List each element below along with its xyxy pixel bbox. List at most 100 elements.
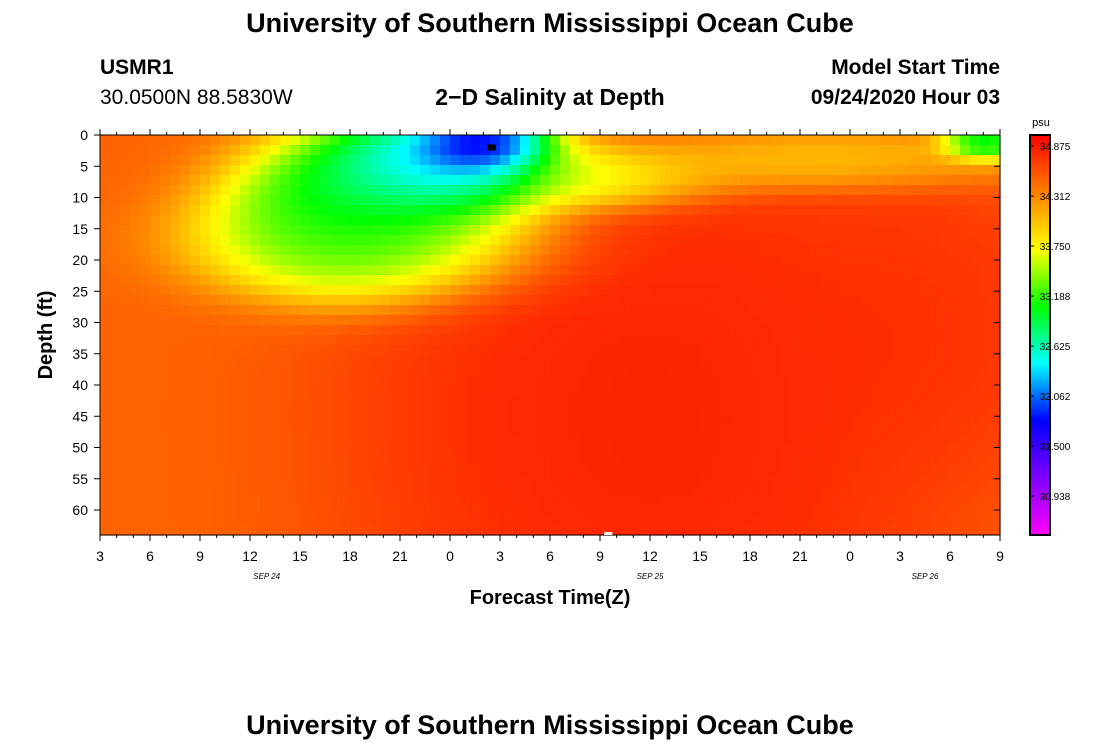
- heatmap-cell: [940, 295, 951, 306]
- heatmap-cell: [280, 505, 291, 516]
- heatmap-cell: [340, 385, 351, 396]
- heatmap-cell: [940, 155, 951, 166]
- heatmap-cell: [330, 415, 341, 426]
- heatmap-cell: [260, 325, 271, 336]
- heatmap-cell: [320, 385, 331, 396]
- heatmap-cell: [320, 345, 331, 356]
- heatmap-cell: [660, 475, 671, 486]
- heatmap-cell: [230, 455, 241, 466]
- heatmap-cell: [800, 385, 811, 396]
- heatmap-cell: [380, 505, 391, 516]
- heatmap-cell: [370, 495, 381, 506]
- heatmap-cell: [830, 225, 841, 236]
- heatmap-cell: [340, 505, 351, 516]
- heatmap-cell: [760, 135, 771, 146]
- heatmap-cell: [340, 195, 351, 206]
- heatmap-cell: [840, 165, 851, 176]
- heatmap-cell: [900, 135, 911, 146]
- heatmap-cell: [970, 335, 981, 346]
- heatmap-cell: [870, 455, 881, 466]
- heatmap-cell: [570, 175, 581, 186]
- heatmap-cell: [110, 285, 121, 296]
- heatmap-cell: [670, 465, 681, 476]
- heatmap-cell: [700, 155, 711, 166]
- heatmap-cell: [700, 505, 711, 516]
- heatmap-cell: [650, 505, 661, 516]
- heatmap-cell: [170, 175, 181, 186]
- heatmap-cell: [130, 455, 141, 466]
- heatmap-cell: [360, 435, 371, 446]
- heatmap-cell: [280, 495, 291, 506]
- heatmap-cell: [220, 505, 231, 516]
- heatmap-cell: [110, 215, 121, 226]
- heatmap-cell: [670, 385, 681, 396]
- heatmap-cell: [420, 485, 431, 496]
- heatmap-cell: [220, 265, 231, 276]
- heatmap-cell: [900, 335, 911, 346]
- heatmap-cell: [880, 285, 891, 296]
- heatmap-cell: [350, 385, 361, 396]
- heatmap-cell: [130, 355, 141, 366]
- heatmap-cell: [250, 285, 261, 296]
- heatmap-cell: [990, 285, 1001, 296]
- heatmap-cell: [190, 135, 201, 146]
- heatmap-cell: [770, 385, 781, 396]
- heatmap-cell: [260, 515, 271, 526]
- heatmap-cell: [710, 145, 721, 156]
- heatmap-cell: [970, 415, 981, 426]
- heatmap-cell: [320, 225, 331, 236]
- heatmap-cell: [890, 485, 901, 496]
- heatmap-cell: [820, 495, 831, 506]
- heatmap-cell: [200, 205, 211, 216]
- heatmap-cell: [950, 275, 961, 286]
- heatmap-cell: [630, 345, 641, 356]
- heatmap-cell: [840, 315, 851, 326]
- heatmap-cell: [450, 445, 461, 456]
- heatmap-cell: [340, 425, 351, 436]
- heatmap-cell: [450, 365, 461, 376]
- heatmap-cell: [700, 395, 711, 406]
- heatmap-cell: [680, 515, 691, 526]
- heatmap-cell: [880, 135, 891, 146]
- heatmap-cell: [340, 475, 351, 486]
- heatmap-cell: [610, 385, 621, 396]
- heatmap-cell: [720, 435, 731, 446]
- heatmap-cell: [390, 465, 401, 476]
- heatmap-cell: [170, 255, 181, 266]
- heatmap-cell: [610, 435, 621, 446]
- heatmap-cell: [970, 405, 981, 416]
- heatmap-cell: [240, 325, 251, 336]
- heatmap-cell: [230, 135, 241, 146]
- heatmap-cell: [870, 165, 881, 176]
- heatmap-cell: [140, 165, 151, 176]
- heatmap-cell: [820, 215, 831, 226]
- heatmap-cell: [130, 295, 141, 306]
- heatmap-cell: [620, 385, 631, 396]
- heatmap-cell: [420, 525, 431, 536]
- heatmap-cell: [640, 395, 651, 406]
- heatmap-cell: [840, 395, 851, 406]
- heatmap-cell: [550, 515, 561, 526]
- heatmap-cell: [540, 495, 551, 506]
- heatmap-cell: [420, 385, 431, 396]
- heatmap-cell: [640, 255, 651, 266]
- heatmap-cell: [440, 175, 451, 186]
- heatmap-cell: [140, 325, 151, 336]
- heatmap-cell: [570, 155, 581, 166]
- heatmap-cell: [570, 485, 581, 496]
- heatmap-cell: [820, 345, 831, 356]
- heatmap-cell: [430, 285, 441, 296]
- heatmap-cell: [110, 295, 121, 306]
- heatmap-cell: [410, 135, 421, 146]
- heatmap-cell: [810, 395, 821, 406]
- heatmap-cell: [380, 305, 391, 316]
- heatmap-cell: [970, 505, 981, 516]
- heatmap-cell: [320, 435, 331, 446]
- heatmap-cell: [540, 275, 551, 286]
- heatmap-cell: [140, 315, 151, 326]
- heatmap-cell: [350, 235, 361, 246]
- heatmap-cell: [810, 225, 821, 236]
- heatmap-cell: [230, 255, 241, 266]
- heatmap-cell: [540, 385, 551, 396]
- heatmap-cell: [870, 465, 881, 476]
